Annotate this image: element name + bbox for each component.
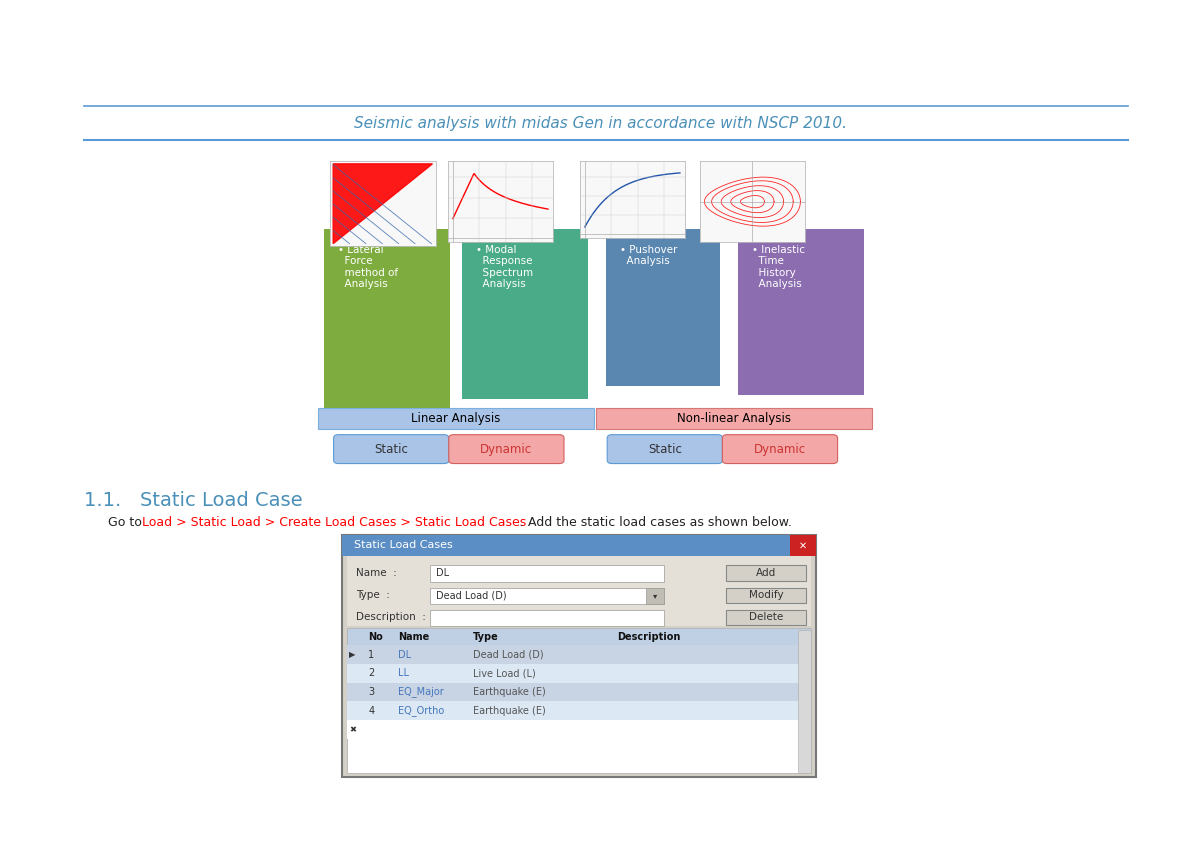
FancyBboxPatch shape	[334, 435, 449, 464]
Text: Add: Add	[756, 568, 776, 578]
Text: Load > Static Load > Create Load Cases > Static Load Cases: Load > Static Load > Create Load Cases >…	[142, 515, 526, 529]
Text: Dynamic: Dynamic	[754, 442, 806, 456]
Bar	[347, 720, 811, 739]
Bar	[347, 683, 811, 701]
Text: . Add the static load cases as shown below.: . Add the static load cases as shown bel…	[520, 515, 792, 529]
Bar	[596, 408, 872, 429]
Text: Dead Load (D): Dead Load (D)	[473, 649, 544, 660]
Text: ✖: ✖	[349, 725, 356, 734]
Bar	[646, 588, 664, 604]
Text: • Modal
  Response
  Spectrum
  Analysis: • Modal Response Spectrum Analysis	[476, 245, 534, 290]
Bar	[790, 535, 816, 556]
Text: Seismic analysis with midas Gen in accordance with NSCP 2010.: Seismic analysis with midas Gen in accor…	[354, 115, 846, 131]
Text: Earthquake (E): Earthquake (E)	[473, 706, 546, 716]
Text: DL: DL	[436, 568, 449, 578]
Text: ▶: ▶	[349, 650, 355, 659]
Text: EQ_Major: EQ_Major	[398, 687, 444, 697]
Text: DL: DL	[398, 649, 412, 660]
Text: 3: 3	[368, 687, 374, 697]
Bar	[318, 408, 594, 429]
Bar	[606, 229, 720, 386]
Text: EQ_Ortho: EQ_Ortho	[398, 706, 445, 716]
Text: Name  :: Name :	[356, 568, 397, 578]
Bar	[462, 229, 588, 399]
Text: ✕: ✕	[799, 541, 806, 550]
Text: Go to: Go to	[108, 515, 146, 529]
Text: No: No	[368, 632, 383, 642]
Bar	[430, 565, 664, 582]
Text: Earthquake (E): Earthquake (E)	[473, 687, 546, 697]
Text: Name: Name	[398, 632, 430, 642]
Text: Dynamic: Dynamic	[480, 442, 533, 456]
Bar	[347, 701, 811, 720]
Text: Static: Static	[648, 442, 682, 456]
Bar	[726, 565, 806, 581]
Text: Static Load Cases: Static Load Cases	[354, 541, 452, 550]
Text: ▾: ▾	[653, 591, 658, 599]
Text: • Inelastic
  Time
  History
  Analysis: • Inelastic Time History Analysis	[752, 245, 805, 290]
Text: 1: 1	[368, 649, 374, 660]
Bar	[738, 229, 864, 395]
Text: Type: Type	[473, 632, 498, 642]
Text: Linear Analysis: Linear Analysis	[412, 412, 500, 424]
Text: Modify: Modify	[749, 590, 784, 600]
Text: • Pushover
  Analysis: • Pushover Analysis	[620, 245, 678, 266]
Bar	[798, 630, 811, 773]
FancyBboxPatch shape	[722, 435, 838, 464]
Text: Type  :: Type :	[356, 590, 390, 600]
Bar	[430, 610, 664, 626]
FancyBboxPatch shape	[607, 435, 722, 464]
Text: Delete: Delete	[749, 612, 784, 622]
Bar	[342, 535, 816, 777]
Bar	[342, 535, 816, 556]
Text: Description  :: Description :	[356, 612, 426, 622]
Text: 4: 4	[368, 706, 374, 716]
Polygon shape	[334, 164, 432, 244]
FancyBboxPatch shape	[449, 435, 564, 464]
Text: Live Load (L): Live Load (L)	[473, 668, 535, 678]
Bar	[347, 645, 811, 664]
Bar	[430, 588, 664, 604]
Text: Dead Load (D): Dead Load (D)	[436, 590, 506, 600]
Text: Static: Static	[374, 442, 408, 456]
Bar	[324, 229, 450, 408]
Bar	[347, 628, 811, 645]
Text: • Lateral
  Force
  method of
  Analysis: • Lateral Force method of Analysis	[338, 245, 398, 290]
Bar	[347, 556, 811, 626]
Bar	[347, 664, 811, 683]
Text: 1.1.   Static Load Case: 1.1. Static Load Case	[84, 492, 302, 510]
Text: Description: Description	[617, 632, 680, 642]
Bar	[726, 610, 806, 625]
Text: Non-linear Analysis: Non-linear Analysis	[677, 412, 792, 424]
Text: 2: 2	[368, 668, 374, 678]
Bar	[347, 630, 811, 773]
Text: LL: LL	[398, 668, 409, 678]
Bar	[726, 588, 806, 603]
